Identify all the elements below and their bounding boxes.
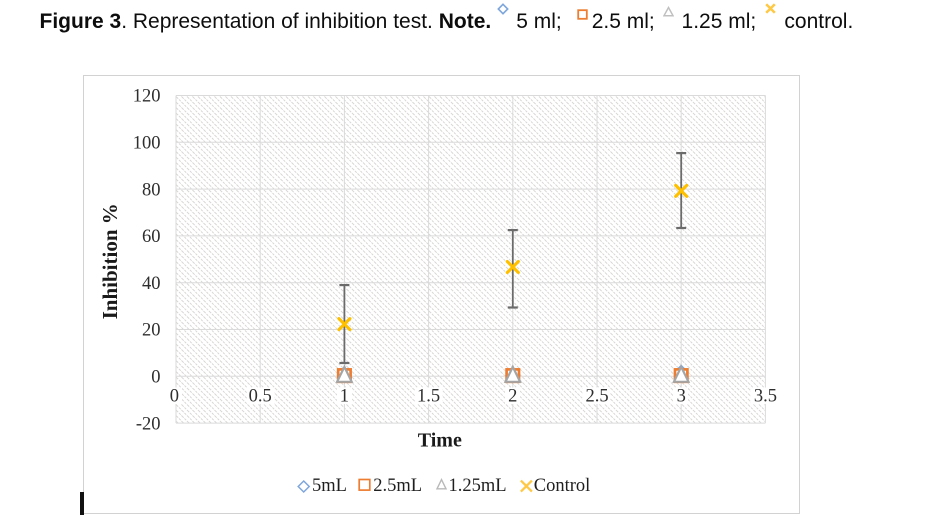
svg-text:Time: Time — [418, 430, 462, 452]
svg-text:Control: Control — [534, 476, 591, 496]
svg-text:0.5: 0.5 — [249, 386, 272, 406]
svg-text:-20: -20 — [136, 414, 161, 434]
svg-text:0: 0 — [170, 386, 179, 406]
svg-text:120: 120 — [133, 87, 161, 107]
svg-text:3: 3 — [677, 386, 686, 406]
svg-text:40: 40 — [142, 274, 161, 294]
svg-text:60: 60 — [142, 227, 161, 247]
svg-text:5mL: 5mL — [312, 476, 347, 496]
svg-text:100: 100 — [133, 134, 161, 154]
svg-text:1.25mL: 1.25mL — [449, 476, 507, 496]
svg-text:2: 2 — [508, 386, 517, 406]
svg-text:1: 1 — [340, 386, 349, 406]
svg-text:80: 80 — [142, 180, 161, 200]
svg-text:Inhibition %: Inhibition % — [98, 203, 122, 319]
svg-text:1.5: 1.5 — [417, 386, 440, 406]
svg-text:2.5: 2.5 — [585, 386, 608, 406]
svg-text:3.5: 3.5 — [754, 386, 777, 406]
svg-text:0: 0 — [151, 368, 160, 388]
svg-text:2.5mL: 2.5mL — [373, 476, 422, 496]
svg-text:20: 20 — [142, 321, 161, 341]
